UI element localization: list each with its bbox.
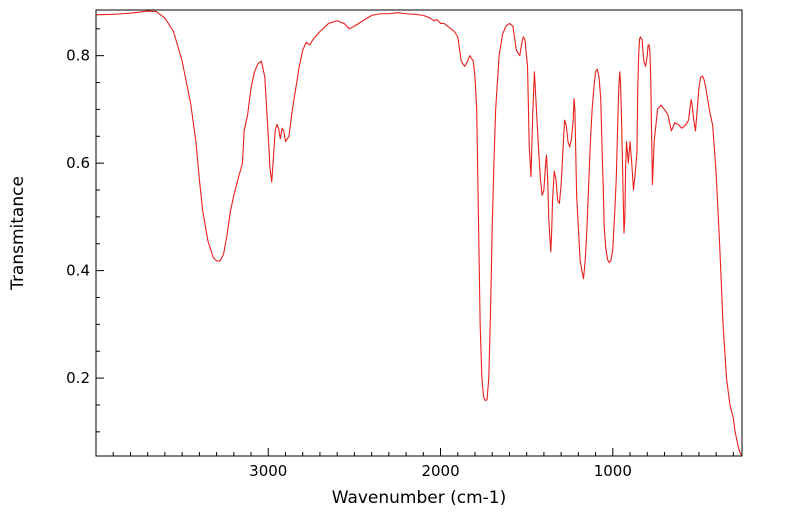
spectrum-line bbox=[95, 10, 743, 457]
x-tick-label: 2000 bbox=[421, 462, 459, 480]
y-tick-label: 0.4 bbox=[66, 262, 90, 280]
x-tick-label: 1000 bbox=[594, 462, 632, 480]
y-tick-label: 0.2 bbox=[66, 369, 90, 387]
plot-background bbox=[96, 10, 742, 456]
y-axis-label: Transmitance bbox=[8, 176, 28, 291]
y-tick-label: 0.8 bbox=[66, 47, 90, 65]
axis-tick-labels: 3000 2000 1000 0.2 0.4 0.6 0.8 bbox=[66, 47, 632, 480]
y-tick-label: 0.6 bbox=[66, 154, 90, 172]
x-tick-label: 3000 bbox=[249, 462, 287, 480]
axis-ticks bbox=[96, 28, 734, 456]
x-axis-label: Wavenumber (cm-1) bbox=[332, 488, 507, 508]
plot-frame bbox=[95, 9, 743, 457]
